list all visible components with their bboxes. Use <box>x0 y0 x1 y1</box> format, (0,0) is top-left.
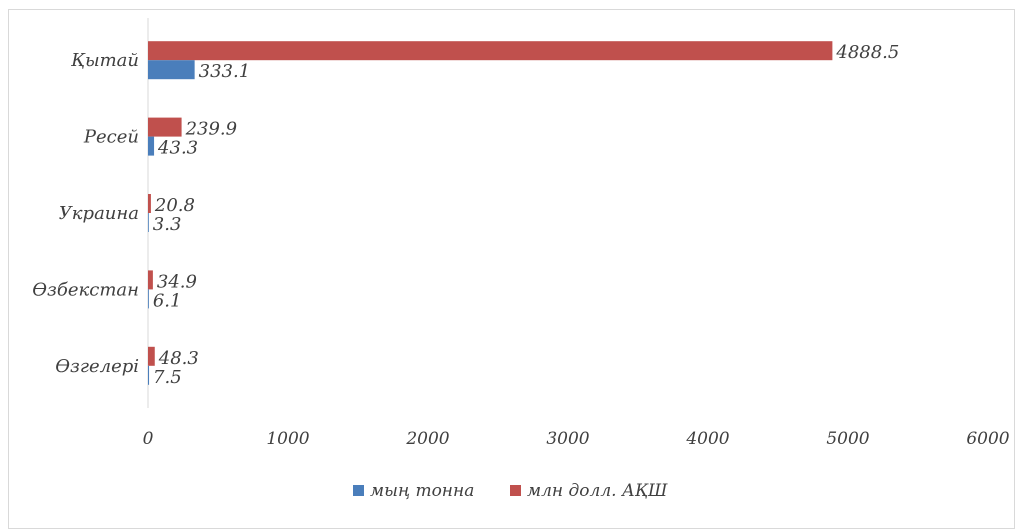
legend-label: млн долл. АҚШ <box>527 481 668 501</box>
bar <box>148 213 149 232</box>
data-label: 333.1 <box>199 61 251 82</box>
data-label: 34.9 <box>157 271 197 292</box>
legend-swatch <box>353 485 364 496</box>
bar <box>148 289 149 309</box>
category-label: Өзбекстан <box>32 279 139 300</box>
data-label: 239.9 <box>185 119 238 140</box>
data-label: 3.3 <box>153 214 182 235</box>
x-tick-label: 6000 <box>966 429 1009 449</box>
legend-label: мың тонна <box>370 481 474 501</box>
bar <box>148 346 155 366</box>
bar <box>148 117 182 137</box>
data-label: 43.3 <box>157 138 198 159</box>
category-label: Украина <box>59 203 139 224</box>
x-tick-label: 0 <box>143 429 154 449</box>
x-tick-label: 3000 <box>546 429 589 449</box>
data-label: 20.8 <box>154 195 195 216</box>
data-label: 48.3 <box>158 348 199 369</box>
data-label: 7.5 <box>153 367 182 388</box>
bar <box>148 270 153 290</box>
data-label: 4888.5 <box>835 42 899 63</box>
data-label: 6.1 <box>153 290 182 311</box>
x-tick-label: 1000 <box>266 429 309 449</box>
bar <box>148 194 151 213</box>
category-label: Ресей <box>83 127 139 148</box>
category-label: Қытай <box>70 50 139 71</box>
bar-chart: 0 1000 2000 3000 4000 5000 6000 Қытай 4888.5 333… <box>32 18 1010 501</box>
x-tick-label: 5000 <box>826 429 869 449</box>
chart-frame <box>8 9 1015 529</box>
x-tick-label: 2000 <box>405 429 449 449</box>
bar <box>148 41 833 61</box>
category-label: Өзгелері <box>55 356 139 377</box>
bar <box>148 365 150 385</box>
bar <box>148 136 155 156</box>
legend-swatch <box>510 485 521 496</box>
bar <box>148 60 195 80</box>
x-tick-label: 4000 <box>685 429 729 449</box>
